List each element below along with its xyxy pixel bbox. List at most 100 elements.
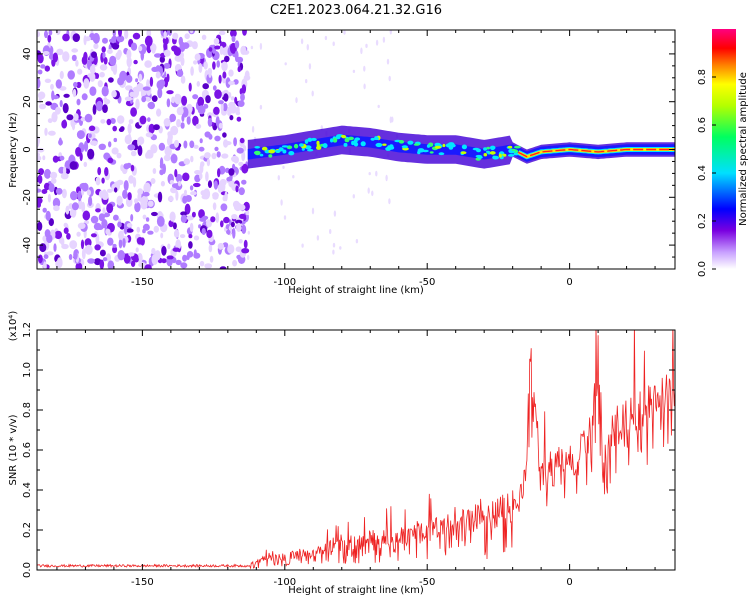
faint-blob <box>259 104 263 110</box>
y-tick-label: 40 <box>22 48 33 61</box>
noise-blob <box>77 68 83 75</box>
noise-blob <box>71 48 79 53</box>
snr-y-ticks: 0.0 0.2 0.4 0.6 0.8 1.0 1.2 <box>22 322 675 578</box>
snr-panel: -150 -100 -50 0 0.0 0.2 0.4 0.6 0.8 1.0 1.2 Heigh… <box>8 311 676 596</box>
signal-blob <box>310 137 317 141</box>
noise-blob <box>86 189 91 196</box>
noise-blob <box>218 165 226 175</box>
noise-blob <box>145 132 153 138</box>
noise-blob <box>130 214 134 222</box>
noise-blob <box>117 49 122 58</box>
noise-blob <box>59 155 65 161</box>
colorbar-label: Normalized spectral amplitude <box>738 72 749 226</box>
noise-blob <box>117 250 125 261</box>
noise-blob <box>123 180 129 191</box>
noise-blob <box>230 30 237 38</box>
noise-blob <box>37 155 42 162</box>
noise-blob <box>163 49 171 57</box>
noise-blob <box>225 77 231 89</box>
noise-blob <box>37 196 43 205</box>
noise-blob <box>48 30 53 36</box>
snr-x-axis-label: Height of straight line (km) <box>288 585 424 596</box>
noise-blob <box>130 150 137 157</box>
faint-blob <box>332 242 336 248</box>
signal-core-inner <box>518 148 675 158</box>
noise-blob <box>59 100 63 108</box>
x-tick-label: -50 <box>419 277 435 288</box>
noise-blob <box>184 203 191 215</box>
noise-blob <box>207 117 213 127</box>
noise-blob <box>229 115 234 121</box>
noise-blob <box>147 230 154 235</box>
noise-blob <box>116 179 124 186</box>
snr-y-axis-label: SNR (10 * v/v) <box>8 414 19 485</box>
noise-blob <box>220 102 224 113</box>
noise-blob <box>177 180 182 187</box>
signal-blob <box>307 148 314 152</box>
signal-blob <box>472 147 480 151</box>
noise-blob <box>150 178 156 184</box>
noise-blob <box>223 216 230 224</box>
noise-blob <box>204 263 213 269</box>
noise-blob <box>130 42 138 51</box>
noise-blob <box>172 32 179 40</box>
noise-blob <box>75 147 82 157</box>
signal-blob <box>344 138 350 143</box>
noise-blob <box>198 146 205 152</box>
noise-blob <box>123 253 131 264</box>
noise-blob <box>195 123 202 129</box>
noise-blob <box>193 182 201 188</box>
noise-blob <box>144 264 152 269</box>
noise-blob <box>101 46 106 53</box>
noise-blob <box>87 148 95 160</box>
noise-blob <box>162 163 167 175</box>
noise-blob <box>80 239 85 250</box>
faint-blob <box>333 210 337 217</box>
noise-blob <box>219 45 224 56</box>
noise-blob <box>181 95 188 106</box>
noise-blob <box>116 152 122 159</box>
signal-blob <box>507 154 515 157</box>
noise-blob <box>67 70 75 80</box>
noise-blob <box>212 85 217 91</box>
noise-blob <box>38 168 44 176</box>
noise-blob <box>48 130 56 136</box>
noise-blob <box>130 107 138 117</box>
noise-blob <box>39 243 47 253</box>
noise-blob <box>61 119 68 129</box>
noise-blob <box>174 169 178 178</box>
noise-blob <box>37 77 41 89</box>
noise-blob <box>112 64 118 75</box>
noise-blob <box>110 118 116 124</box>
noise-blob <box>184 33 190 40</box>
noise-blob <box>126 49 132 60</box>
faint-blob <box>367 187 370 194</box>
noise-blob <box>90 140 98 146</box>
noise-blob <box>154 53 162 58</box>
y-tick-label: 1.2 <box>22 322 33 338</box>
noise-blob <box>37 174 43 184</box>
noise-blob <box>60 172 69 180</box>
noise-blob <box>135 78 139 83</box>
noise-blob <box>116 35 125 43</box>
noise-blob <box>99 259 105 269</box>
noise-blob <box>122 189 128 199</box>
colorbar-tick-label: 0.4 <box>697 165 708 181</box>
noise-blob <box>134 201 141 213</box>
faint-blob <box>375 170 378 177</box>
signal-blob <box>343 142 348 147</box>
faint-blob <box>389 30 392 35</box>
noise-blob <box>186 215 194 221</box>
noise-blob <box>182 254 188 262</box>
noise-blob <box>43 261 47 269</box>
noise-blob <box>163 30 167 39</box>
noise-blob <box>157 87 163 99</box>
noise-blob <box>234 50 239 61</box>
signal-blob <box>498 153 502 158</box>
noise-blob <box>209 255 214 263</box>
noise-blob <box>182 172 190 182</box>
noise-blob <box>62 166 67 176</box>
noise-blob <box>117 115 125 124</box>
noise-blob <box>207 112 213 118</box>
